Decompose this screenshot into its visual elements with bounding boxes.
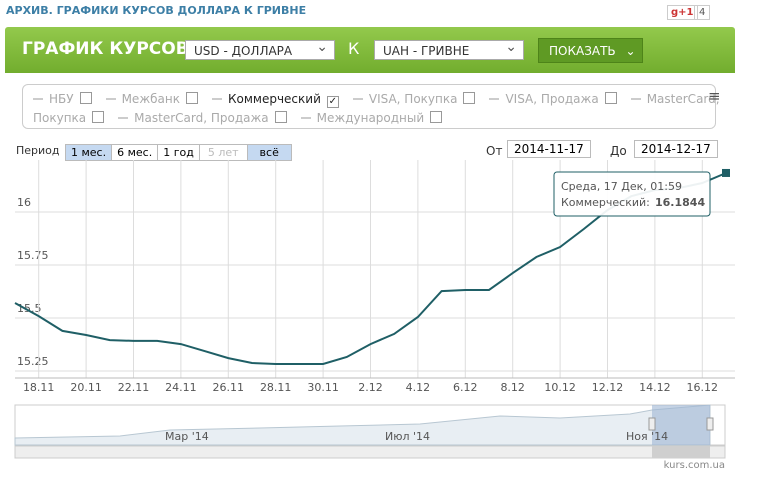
series-toggle-label: Международный <box>316 111 425 125</box>
credit: kurs.com.ua <box>664 460 725 471</box>
y-tick-label: 16 <box>17 196 31 209</box>
series-toggle[interactable]: НБУ <box>33 92 92 106</box>
x-tick-label: 2.12 <box>358 381 383 394</box>
x-tick-label: 12.12 <box>592 381 624 394</box>
checkbox[interactable] <box>274 111 287 123</box>
series-toggle-label: Межбанк <box>121 92 180 106</box>
gplus-button[interactable]: g+1 <box>667 5 698 20</box>
series-toggle[interactable]: VISA, Покупка <box>353 92 476 106</box>
navigator-handle[interactable] <box>706 417 714 431</box>
heading: АРХИВ. ГРАФИКИ КУРСОВ ДОЛЛАРА К ГРИВНЕ <box>6 4 307 17</box>
bar-title: ГРАФИК КУРСОВ <box>22 39 189 59</box>
navigator-handle[interactable] <box>648 417 656 431</box>
x-tick-label: 14.12 <box>639 381 671 394</box>
checkbox[interactable] <box>185 92 198 104</box>
tooltip-box <box>553 171 711 217</box>
y-tick-label: 15.25 <box>17 355 49 368</box>
show-button[interactable]: ПОКАЗАТЬ ⌄ <box>538 38 643 63</box>
x-tick-label: 4.12 <box>406 381 431 394</box>
series-toggle[interactable]: Международный <box>301 111 443 125</box>
period-button: 5 лет <box>198 144 248 161</box>
series-toggle[interactable]: MasterCard, Продажа <box>118 111 287 125</box>
checkbox[interactable] <box>79 92 92 104</box>
to-word: К <box>348 39 360 58</box>
point-marker <box>722 168 730 177</box>
series-toggle-label: Коммерческий <box>227 92 321 106</box>
series-toggle-label: НБУ <box>49 92 74 106</box>
series-toggle-label: VISA, Продажа <box>505 92 599 106</box>
x-tick-label: 10.12 <box>544 381 576 394</box>
x-tick-label: 16.12 <box>687 381 719 394</box>
checkbox[interactable] <box>463 92 476 104</box>
scrollbar[interactable] <box>14 445 726 459</box>
period-button[interactable]: всё <box>246 144 292 161</box>
checkbox[interactable] <box>92 111 105 123</box>
checkbox[interactable] <box>430 111 443 123</box>
gplus-count: 4 <box>694 5 711 20</box>
menu-icon[interactable]: ≡ <box>708 87 721 105</box>
navigator-window[interactable] <box>652 405 710 445</box>
checkbox-panel: НБУ Межбанк Коммерческий ✓ VISA, Покупка VISA… <box>22 84 720 129</box>
x-tick-label: 20.11 <box>70 381 102 394</box>
tooltip-header: Среда, 17 Дек, 01:59 <box>561 180 682 193</box>
series-toggle[interactable]: MasterCard, Покупка <box>33 92 720 125</box>
series-toggle-label: MasterCard, Продажа <box>134 111 269 125</box>
y-tick-label: 15.75 <box>17 249 49 262</box>
checkbox[interactable] <box>604 92 617 104</box>
from-date[interactable]: 2014-11-17 <box>507 140 591 158</box>
period-button[interactable]: 6 мес. <box>111 144 159 161</box>
navigator-label: Мар '14 <box>165 430 209 443</box>
period-group: 1 мес. 6 мес. 1 год 5 лет всё <box>65 141 292 161</box>
tooltip: Среда, 17 Дек, 01:59 Коммерческий: 16.1844 <box>553 171 711 217</box>
navigator-label: Июл '14 <box>385 430 430 443</box>
from-select[interactable]: USD - ДОЛЛАРА <box>185 37 335 60</box>
x-tick-label: 30.11 <box>307 381 339 394</box>
x-tick-label: 22.11 <box>118 381 150 394</box>
series-toggle[interactable]: Межбанк <box>106 92 198 106</box>
x-tick-label: 24.11 <box>165 381 197 394</box>
from-label: От <box>486 144 503 158</box>
to-label: До <box>610 144 627 158</box>
scrollbar-thumb[interactable] <box>652 446 710 458</box>
tooltip-label: Коммерческий: <box>561 196 650 209</box>
show-label: ПОКАЗАТЬ <box>549 44 616 58</box>
navigator: Мар '14 Июл '14 Ноя '14 <box>14 404 726 459</box>
series-toggle[interactable]: VISA, Продажа <box>489 92 617 106</box>
period-label: Период <box>16 144 60 157</box>
period-button[interactable]: 1 мес. <box>65 144 113 161</box>
to-select[interactable]: UAH - ГРИВНЕ <box>374 37 524 60</box>
x-tick-label: 28.11 <box>260 381 292 394</box>
x-tick-label: 6.12 <box>453 381 478 394</box>
y-tick-label: 15.5 <box>17 302 42 315</box>
navigator-label: Ноя '14 <box>626 430 668 443</box>
tooltip-value: 16.1844 <box>655 196 705 209</box>
x-tick-label: 8.12 <box>500 381 525 394</box>
to-date[interactable]: 2014-12-17 <box>634 140 718 158</box>
x-tick-label: 18.11 <box>23 381 55 394</box>
period-button[interactable]: 1 год <box>157 144 200 161</box>
series-toggle-label: MasterCard, Покупка <box>33 92 720 125</box>
x-tick-label: 26.11 <box>213 381 245 394</box>
series-toggle-label: VISA, Покупка <box>368 92 458 106</box>
